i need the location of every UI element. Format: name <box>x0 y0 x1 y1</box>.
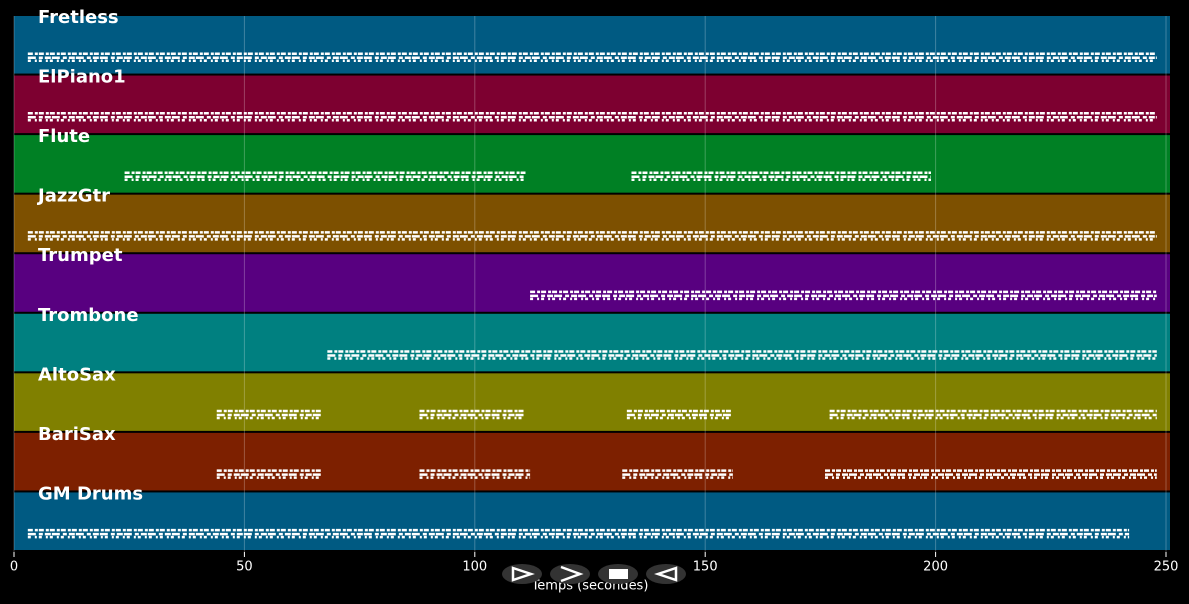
note-segment <box>631 171 931 182</box>
note-segment <box>622 469 733 479</box>
track-background <box>14 16 1170 74</box>
x-tick-label: 250 <box>1154 560 1179 575</box>
x-tick-label: 150 <box>693 560 718 575</box>
x-tick-label: 0 <box>10 560 18 575</box>
track-background <box>14 432 1170 491</box>
note-segment <box>327 350 1157 360</box>
note-segment <box>27 528 1130 539</box>
note-segment <box>419 409 526 420</box>
rewind-button[interactable] <box>646 564 686 584</box>
track-label: Fretless <box>38 7 119 28</box>
track-label: Flute <box>38 126 90 147</box>
x-tick-label: 100 <box>462 560 487 575</box>
track-background <box>14 373 1170 431</box>
track-background <box>14 75 1170 134</box>
track-background <box>14 492 1170 550</box>
track-label: Trombone <box>38 305 139 326</box>
note-segment <box>626 409 733 420</box>
stop-button[interactable] <box>598 564 638 584</box>
note-segment <box>27 52 1157 62</box>
note-segment <box>829 409 1157 420</box>
note-segment <box>530 290 1157 301</box>
track-label: AltoSax <box>38 364 116 385</box>
track-background <box>14 254 1170 312</box>
note-segment <box>27 111 1157 122</box>
track-label: Trumpet <box>38 245 123 266</box>
track-label: JazzGtr <box>36 186 110 207</box>
transport-controls <box>502 564 686 584</box>
note-segment <box>216 469 323 479</box>
x-tick-label: 200 <box>923 560 948 575</box>
forward-button[interactable] <box>550 564 590 584</box>
track-background <box>14 135 1170 193</box>
track-label: BariSax <box>38 424 116 445</box>
tracks <box>14 16 1170 550</box>
track-label: ElPiano1 <box>38 67 126 88</box>
note-segment <box>825 469 1157 479</box>
note-segment <box>124 171 526 182</box>
note-segment <box>419 469 531 479</box>
track-background <box>14 194 1170 253</box>
overlay: Fretless ElPiano1 Flute JazzGtr Trumpet Tromb… <box>10 7 1179 575</box>
track-background <box>14 313 1170 372</box>
x-tick-label: 50 <box>236 560 253 575</box>
note-segment <box>27 231 1157 241</box>
play-button[interactable] <box>502 564 542 584</box>
track-label: GM Drums <box>38 483 143 504</box>
note-segment <box>216 409 323 420</box>
